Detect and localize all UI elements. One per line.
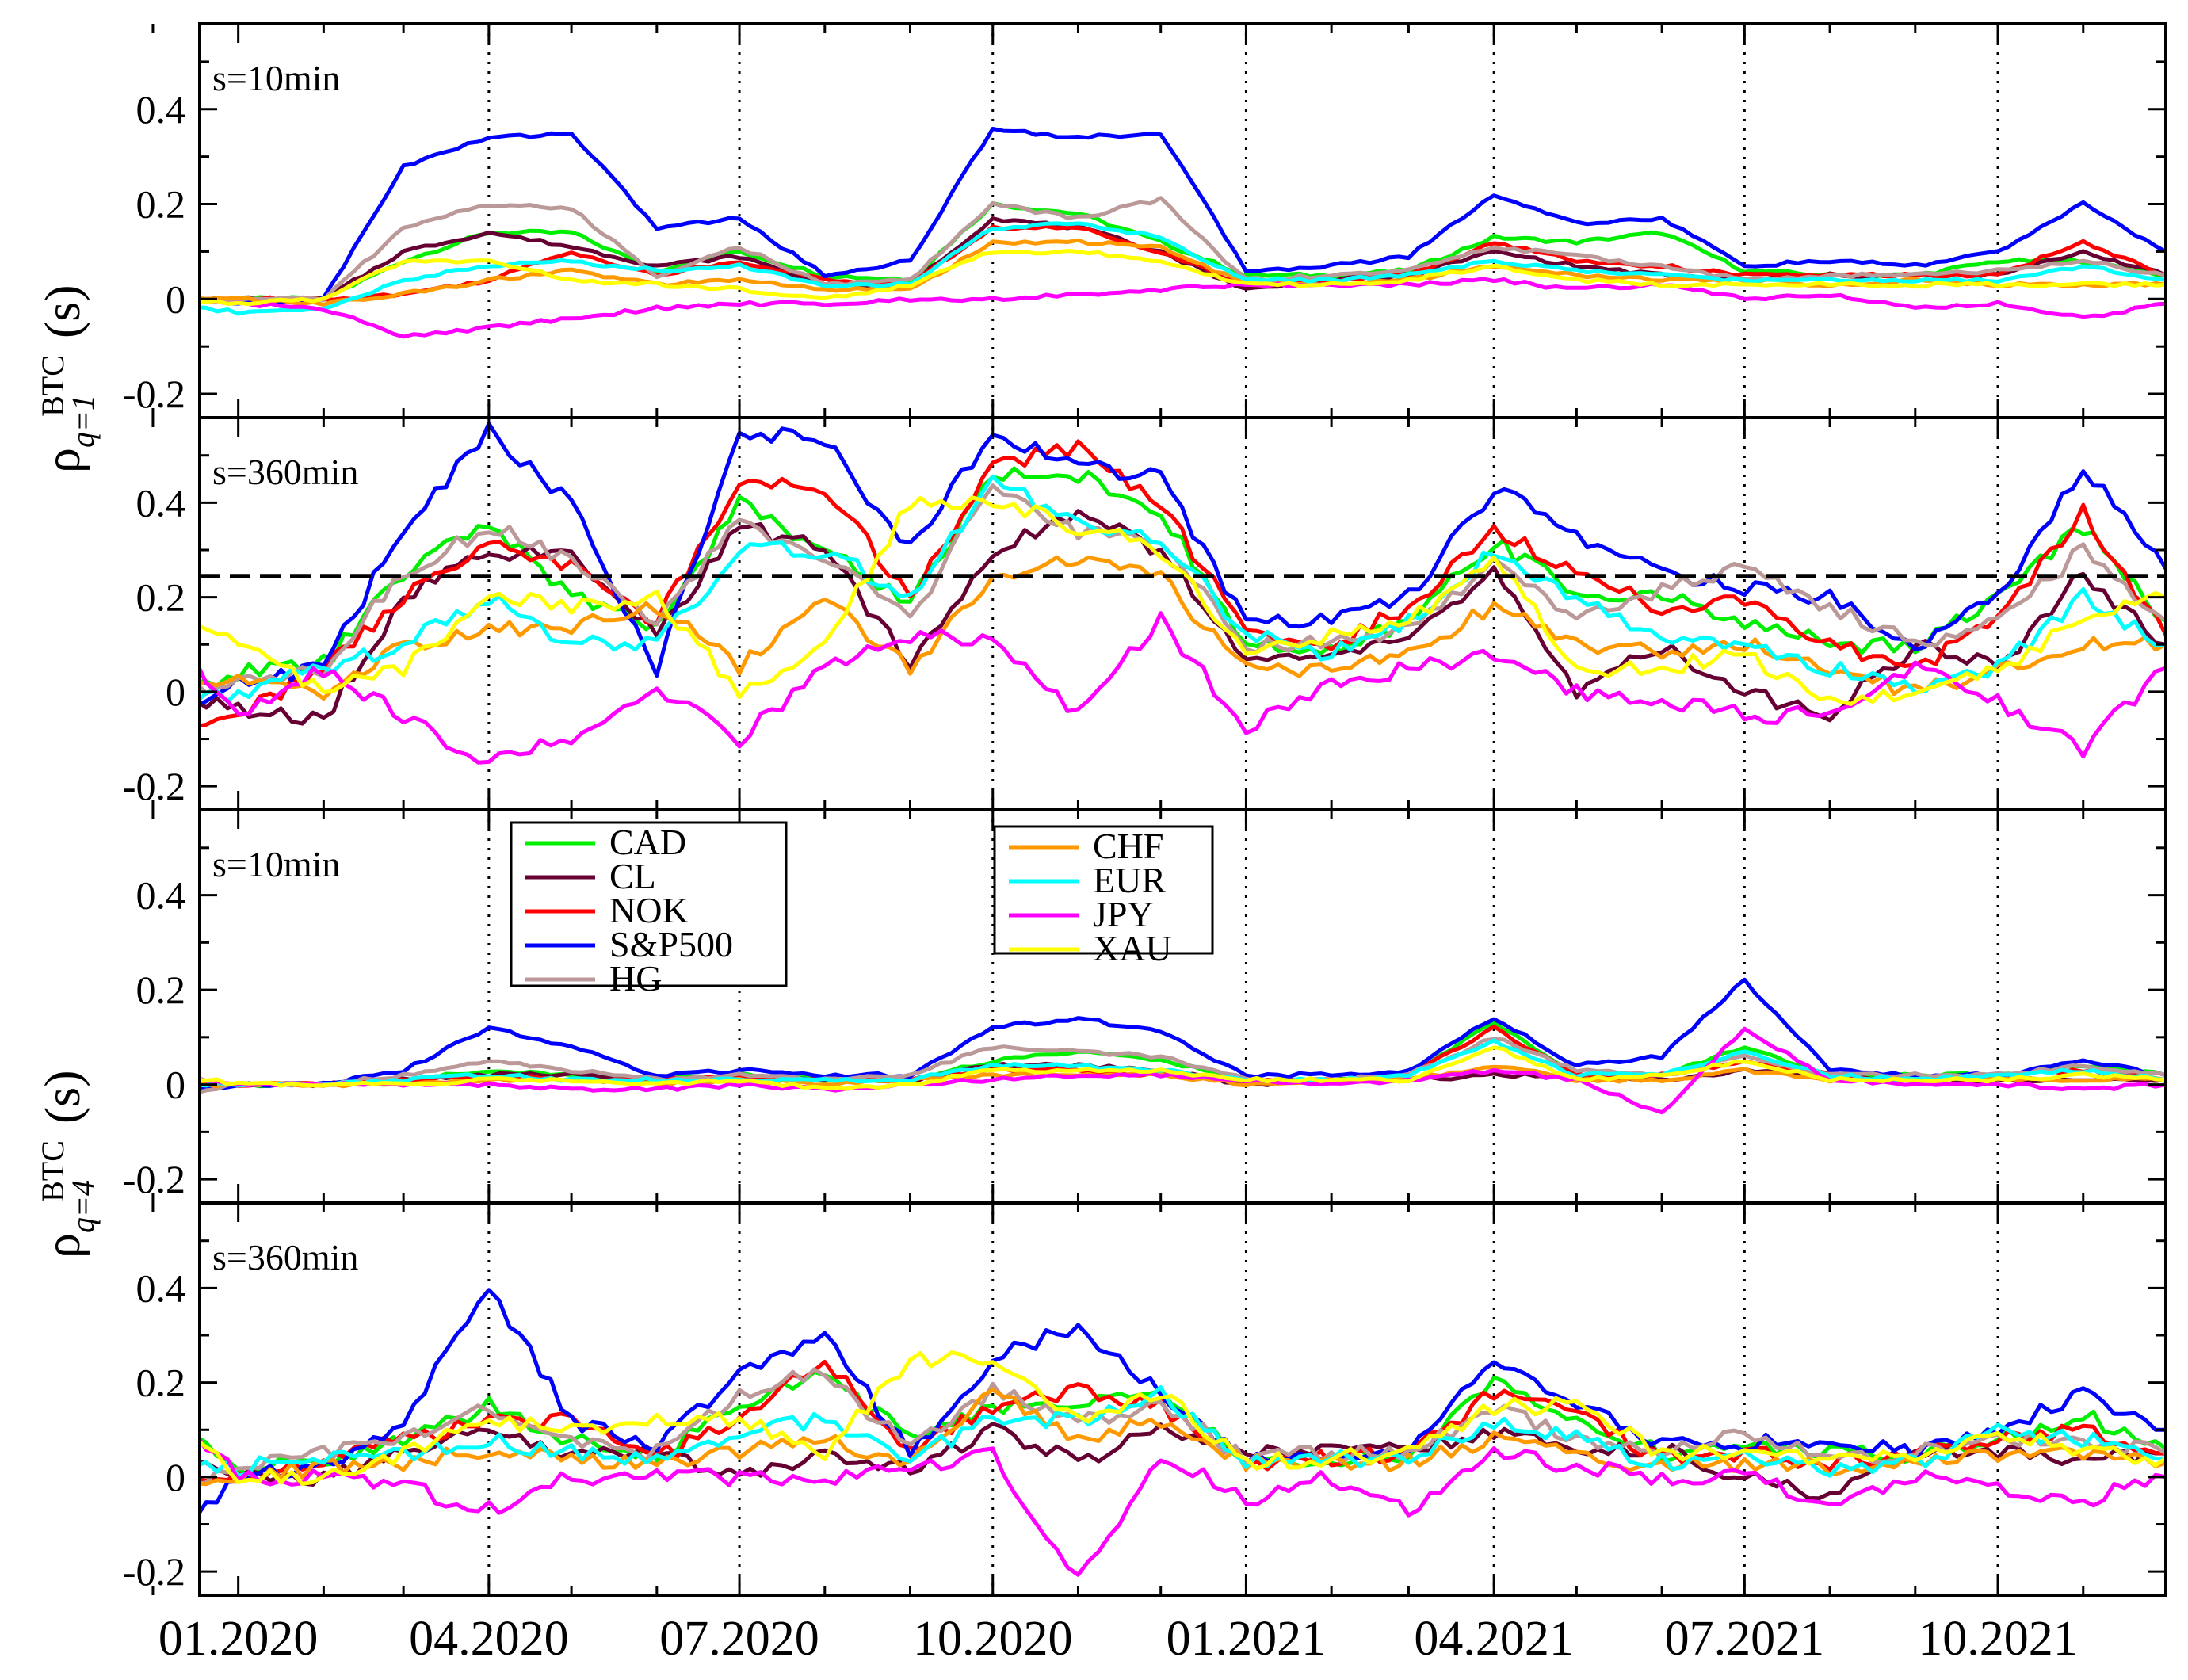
legend-label: EUR [1093, 860, 1166, 900]
panel-label: s=10min [212, 58, 340, 98]
y-tick-label: 0 [166, 277, 185, 321]
x-tick-label: 04.2021 [1414, 1612, 1574, 1666]
legend-frame [993, 825, 1214, 955]
x-tick-label: 10.2021 [1918, 1612, 2078, 1666]
series-group [200, 422, 2166, 765]
series-line-cl [200, 509, 2166, 726]
legend-label: CAD [609, 822, 686, 862]
y-label-argument: (s) [34, 1070, 90, 1124]
series-line-eur [200, 474, 2166, 704]
series-line-nok [200, 439, 2166, 728]
y-tick-label: 0 [166, 670, 185, 714]
legend-label: NOK [609, 890, 689, 930]
series-group [200, 977, 2166, 1115]
y-label-superscript: BTC [35, 1140, 71, 1202]
x-axis: 01.2020 04.2020 07.2020 10.2020 01.2021 04.20… [158, 1612, 2078, 1666]
legend-label: HG [609, 958, 662, 998]
panel-label: s=360min [212, 452, 358, 492]
legend-label: JPY [1093, 894, 1154, 934]
y-label-symbol: ρ [34, 1233, 90, 1258]
series-line-hg [200, 483, 2166, 696]
panel-1: -0.200.20.4s=10min [123, 22, 2167, 419]
x-tick-label: 04.2020 [409, 1612, 569, 1666]
series-line-sp500 [200, 1288, 2166, 1516]
series-group [200, 1288, 2166, 1577]
series-line-xau [200, 249, 2166, 307]
y-tick-label: 0.2 [136, 182, 186, 227]
y-axis-label-1: BTC (s) ρq=1 [34, 284, 101, 473]
y-label-subscript: q=1 [65, 395, 101, 448]
legend-label: CL [609, 856, 656, 896]
series-line-jpy [200, 1435, 2166, 1577]
y-tick-label: 0.4 [136, 873, 186, 918]
panel-label: s=10min [212, 844, 340, 884]
y-axis-label-2: BTC (s) ρq=4 [34, 1070, 101, 1258]
y-tick-label: 0 [166, 1455, 185, 1499]
series-line-sp500 [200, 126, 2166, 306]
series-line-xau [200, 495, 2166, 706]
series-line-hg [200, 1037, 2166, 1094]
x-tick-label: 01.2020 [158, 1612, 319, 1666]
y-label-subscript: q=4 [65, 1180, 101, 1233]
y-label-superscript: BTC [35, 355, 71, 417]
legend-label: S&P500 [609, 924, 733, 964]
y-tick-label: 0.4 [136, 1266, 186, 1310]
series-line-xau [200, 1350, 2166, 1486]
x-tick-label: 07.2020 [659, 1612, 819, 1666]
legend-label: CHF [1093, 826, 1163, 866]
y-tick-label: 0.2 [136, 1361, 186, 1405]
y-tick-label: 0.4 [136, 87, 186, 132]
series-line-hg [200, 1367, 2166, 1486]
x-tick-label: 01.2021 [1167, 1612, 1327, 1666]
series-line-jpy [200, 611, 2166, 765]
chart-panels: -0.200.20.4s=10min-0.200.20.4s=360min-0.… [123, 22, 2167, 1597]
x-tick-label: 10.2020 [913, 1612, 1073, 1666]
series-group [200, 126, 2166, 339]
y-tick-label: 0 [166, 1063, 185, 1107]
panel-frame [198, 1201, 2167, 1597]
series-line-eur [200, 221, 2166, 316]
panel-frame [198, 416, 2167, 811]
panel-label: s=360min [212, 1237, 358, 1277]
series-line-jpy [200, 277, 2166, 339]
y-tick-label: 0.4 [136, 480, 186, 525]
y-tick-label: 0.2 [136, 575, 186, 620]
series-line-cad [200, 466, 2166, 688]
panel-4: -0.200.20.4s=360min [123, 1201, 2167, 1597]
panel-2: -0.200.20.4s=360min [123, 416, 2167, 811]
series-line-xau [200, 1045, 2166, 1091]
legend-label: XAU [1093, 928, 1172, 968]
y-label-symbol: ρ [34, 448, 90, 473]
y-label-argument: (s) [34, 284, 90, 338]
y-tick-label: 0.2 [136, 968, 186, 1012]
x-tick-label: 07.2021 [1665, 1612, 1825, 1666]
series-line-eur [200, 1385, 2166, 1478]
legend-frame [510, 821, 788, 987]
series-line-hg [200, 196, 2166, 303]
series-line-sp500 [200, 977, 2166, 1091]
panel-3: -0.200.20.4s=10min [123, 808, 2167, 1205]
